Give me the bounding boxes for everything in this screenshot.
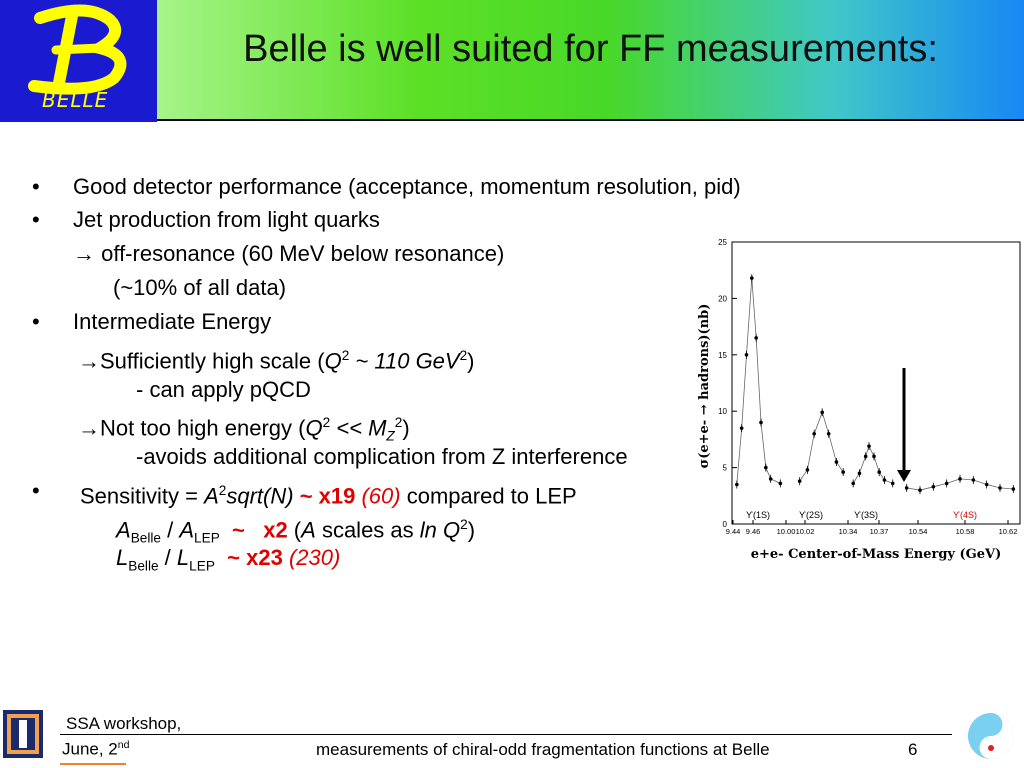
footer-divider xyxy=(60,734,952,735)
footer-workshop: SSA workshop, xyxy=(66,714,182,733)
x-tick-label: 10.54 xyxy=(909,527,928,536)
peak-label: ϒ(1S) xyxy=(746,510,770,520)
y-axis-label: σ(e+e- → hadrons)(nb) xyxy=(697,304,712,469)
data-point xyxy=(739,426,744,430)
data-point xyxy=(826,431,831,436)
y-tick-label: 5 xyxy=(723,464,728,473)
sub-off-resonance: → off-resonance (60 MeV below resonance) xyxy=(73,241,505,266)
y-tick-label: 20 xyxy=(718,294,727,303)
belle-b-icon xyxy=(28,4,127,95)
data-point xyxy=(931,484,936,489)
footer-accent-line xyxy=(60,763,126,765)
data-point xyxy=(754,336,758,340)
data-point xyxy=(877,470,881,474)
data-point xyxy=(971,478,976,482)
fit-curve xyxy=(852,445,893,484)
data-point xyxy=(958,477,962,481)
data-point xyxy=(744,353,749,357)
x-axis-label: e+e- Center-of-Mass Energy (GeV) xyxy=(751,547,1002,562)
data-point xyxy=(857,471,862,476)
x-tick-label: 10.62 xyxy=(999,527,1018,536)
data-point xyxy=(872,454,876,459)
data-point xyxy=(750,276,754,280)
data-point xyxy=(890,481,895,486)
data-point xyxy=(778,481,783,486)
chart-svg: 0 5 10 15 20 25 9.44 9.46 10.00 10.02 10.34 10.37 1… xyxy=(697,238,1021,562)
upsilon-cross-section-chart: 0 5 10 15 20 25 9.44 9.46 10.00 10.02 10.34 10.37 1… xyxy=(690,236,1024,566)
x-tick-label: 10.34 xyxy=(839,527,858,536)
peak-label: ϒ(4S) xyxy=(953,510,977,520)
bullet-intermediate-energy: Intermediate Energy xyxy=(73,309,272,334)
illinois-logo-icon xyxy=(3,710,43,758)
x-tick-label: 10.58 xyxy=(956,527,975,536)
down-arrow-icon xyxy=(897,470,911,482)
sub-high-scale: →Sufficiently high scale (Q2 ~ 110 GeV2) xyxy=(78,348,475,374)
sub-pqcd: - can apply pQCD xyxy=(136,377,311,402)
bullet-icon: • xyxy=(32,478,40,503)
data-point xyxy=(812,431,816,436)
x-tick-label: 10.02 xyxy=(796,527,815,536)
data-point xyxy=(735,482,739,487)
bullet-detector: Good detector performance (acceptance, m… xyxy=(73,174,741,199)
y-tick-label: 15 xyxy=(718,351,727,360)
data-point xyxy=(998,486,1002,490)
plot-frame xyxy=(731,241,1021,525)
slide-title: Belle is well suited for FF measurements… xyxy=(243,28,938,70)
bullet-jet-production: Jet production from light quarks xyxy=(73,207,380,232)
data-point xyxy=(820,410,824,415)
bullet-sensitivity: Sensitivity = A2sqrt(N) ~ x19 (60) compa… xyxy=(80,483,577,509)
sub-asymmetry-ratio: ABelle / ALEP ~ x2 (A scales as ln Q2) xyxy=(116,517,476,546)
bullet-icon: • xyxy=(32,174,40,199)
page-number: 6 xyxy=(908,740,918,759)
bullet-icon: • xyxy=(32,309,40,334)
data-point xyxy=(759,420,763,425)
data-point xyxy=(882,478,887,482)
data-point xyxy=(797,479,802,483)
data-point xyxy=(768,477,773,481)
kek-logo-icon xyxy=(968,713,1014,759)
belle-logo: BELLE xyxy=(0,0,157,122)
data-point xyxy=(863,454,868,459)
data-point xyxy=(904,486,909,490)
footer-subtitle: measurements of chiral-odd fragmentation… xyxy=(316,740,770,759)
header-band xyxy=(157,0,1024,120)
x-tick-label: 9.44 xyxy=(726,527,741,536)
data-point xyxy=(764,465,768,470)
x-tick-label: 10.00 xyxy=(777,527,796,536)
data-point xyxy=(1011,487,1016,491)
fit-curve xyxy=(736,278,781,485)
data-point xyxy=(834,460,839,464)
data-point xyxy=(851,481,855,486)
header-divider xyxy=(157,119,1024,121)
footer-date: June, 2nd xyxy=(62,739,130,759)
sub-data-fraction: (~10% of all data) xyxy=(113,275,287,300)
sub-luminosity-ratio: LBelle / LLEP ~ x23 (230) xyxy=(116,545,341,574)
data-point xyxy=(918,488,922,492)
arrow-icon: → xyxy=(73,241,95,266)
x-tick-label: 10.37 xyxy=(870,527,889,536)
data-point xyxy=(841,470,845,474)
bullet-icon: • xyxy=(32,207,40,232)
logo-text: BELLE xyxy=(42,88,109,112)
peak-label: ϒ(2S) xyxy=(799,510,823,520)
y-tick-label: 25 xyxy=(718,238,727,247)
sub-z-interference: -avoids additional complication from Z i… xyxy=(136,444,628,469)
arrow-icon: → xyxy=(78,415,100,441)
y-tick-label: 0 xyxy=(723,520,728,529)
data-point xyxy=(984,482,989,487)
data-point xyxy=(944,481,949,486)
peak-label: ϒ(3S) xyxy=(854,510,878,520)
data-point xyxy=(805,468,810,472)
y-tick-label: 10 xyxy=(718,407,727,416)
arrow-icon: → xyxy=(78,348,100,374)
sub-not-too-high: →Not too high energy (Q2 << MZ2) xyxy=(78,415,410,444)
data-point xyxy=(867,444,871,448)
x-tick-label: 9.46 xyxy=(746,527,761,536)
